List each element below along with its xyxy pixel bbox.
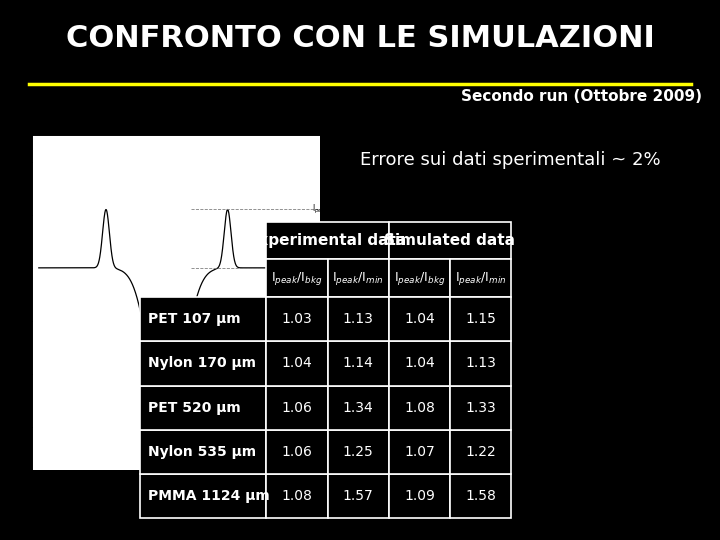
Text: Nylon 170 μm: Nylon 170 μm	[148, 356, 256, 370]
Text: 1.57: 1.57	[343, 489, 374, 503]
Text: Simulated data: Simulated data	[384, 233, 516, 248]
Text: 1.06: 1.06	[282, 445, 312, 459]
Text: 1.13: 1.13	[343, 312, 374, 326]
Text: 1.15: 1.15	[465, 312, 496, 326]
Text: Errore sui dati sperimentali ~ 2%: Errore sui dati sperimentali ~ 2%	[360, 151, 661, 169]
Text: 1.58: 1.58	[465, 489, 496, 503]
Text: 1.14: 1.14	[343, 356, 374, 370]
Text: I$_{peak}$/I$_{min}$: I$_{peak}$/I$_{min}$	[333, 269, 384, 287]
Text: 1.08: 1.08	[282, 489, 312, 503]
Text: 1.34: 1.34	[343, 401, 374, 415]
Text: 1.04: 1.04	[404, 312, 435, 326]
Text: Experimental data: Experimental data	[248, 233, 407, 248]
Text: I$_{peak}$/I$_{bkg}$: I$_{peak}$/I$_{bkg}$	[394, 269, 445, 287]
Y-axis label: Relative Intensity: Relative Intensity	[0, 263, 5, 342]
Text: 1.08: 1.08	[404, 401, 435, 415]
X-axis label: Position (μm): Position (μm)	[147, 494, 206, 503]
Text: 1.06: 1.06	[282, 401, 312, 415]
Text: Nylon 535 μm: Nylon 535 μm	[148, 445, 256, 459]
Text: 1.25: 1.25	[343, 445, 374, 459]
Text: Secondo run (Ottobre 2009): Secondo run (Ottobre 2009)	[461, 89, 702, 104]
Text: 1.13: 1.13	[465, 356, 496, 370]
Text: 1.09: 1.09	[404, 489, 435, 503]
Text: 1.07: 1.07	[404, 445, 435, 459]
Text: 1.33: 1.33	[465, 401, 496, 415]
Text: 1.22: 1.22	[465, 445, 496, 459]
Text: I$_{peak}$/I$_{min}$: I$_{peak}$/I$_{min}$	[455, 269, 506, 287]
Text: PMMA 1124 μm: PMMA 1124 μm	[148, 489, 269, 503]
Text: 1.04: 1.04	[282, 356, 312, 370]
Text: CONFRONTO CON LE SIMULAZIONI: CONFRONTO CON LE SIMULAZIONI	[66, 24, 654, 53]
Text: I$_{peak}$: I$_{peak}$	[312, 203, 330, 216]
Text: I$_{bkg}$: I$_{bkg}$	[312, 261, 326, 274]
Text: 1.04: 1.04	[404, 356, 435, 370]
Text: I$_{min}$: I$_{min}$	[312, 437, 326, 449]
Text: PET 107 μm: PET 107 μm	[148, 312, 240, 326]
Text: 1.03: 1.03	[282, 312, 312, 326]
Text: I$_{peak}$/I$_{bkg}$: I$_{peak}$/I$_{bkg}$	[271, 269, 323, 287]
Text: PET 520 μm: PET 520 μm	[148, 401, 240, 415]
